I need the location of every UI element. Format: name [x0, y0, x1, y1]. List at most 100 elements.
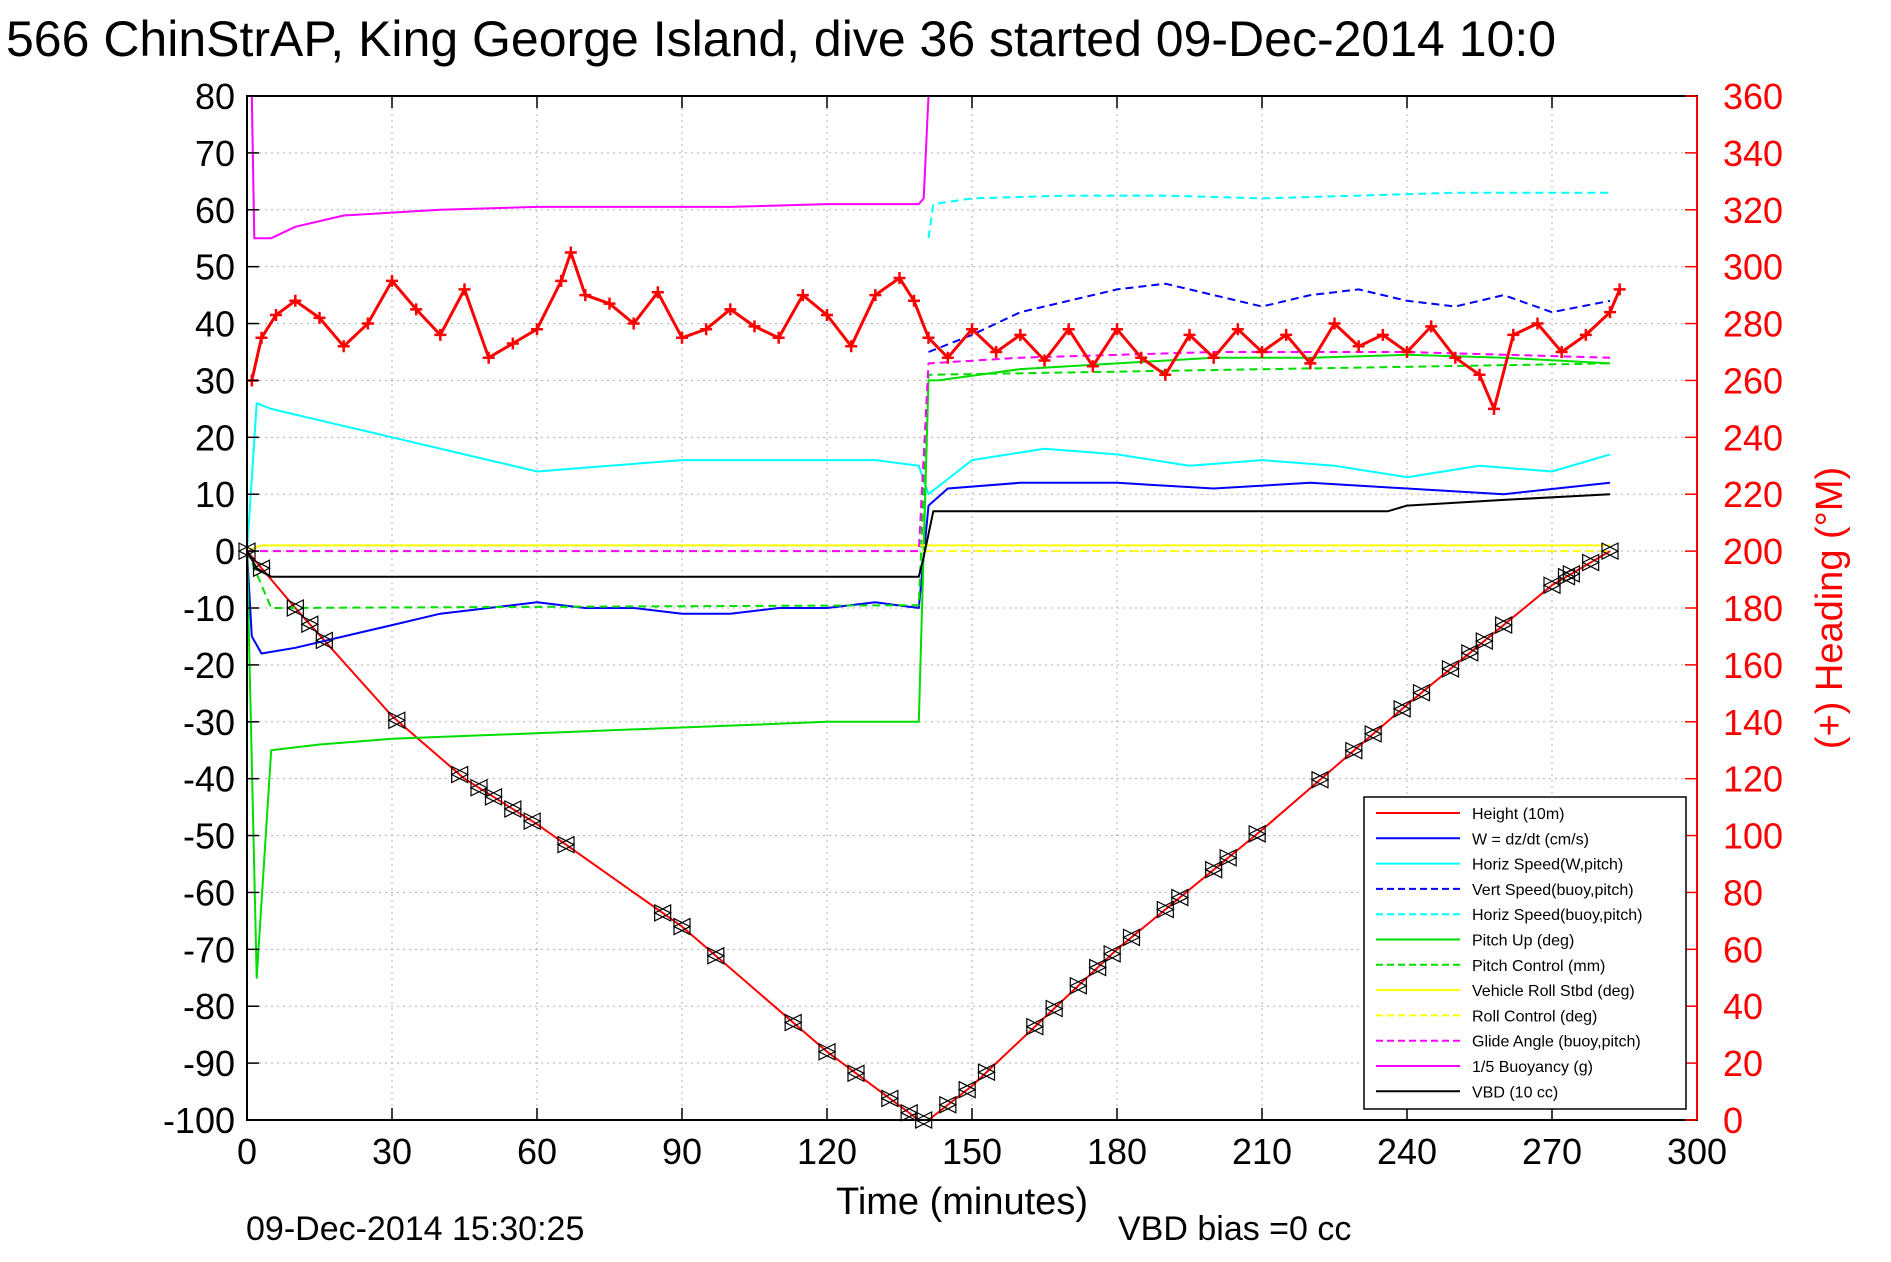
legend-item: Vehicle Roll Stbd (deg): [1376, 983, 1635, 1000]
heading-point: [313, 311, 326, 324]
height-triangle-left: [522, 812, 541, 831]
y-tick-label: 80: [195, 76, 235, 117]
heading-point: [603, 297, 616, 310]
x-tick-label: 180: [1087, 1131, 1147, 1172]
y-tick-label: 10: [195, 474, 235, 515]
height-triangle-left: [817, 1042, 836, 1061]
legend-label: Horiz Speed(buoy,pitch): [1472, 907, 1642, 924]
legend-label: Roll Control (deg): [1472, 1008, 1597, 1025]
heading-point: [1111, 323, 1123, 336]
right-y-tick-label: 20: [1723, 1043, 1763, 1084]
height-triangle-left: [1441, 659, 1460, 678]
series-line-pitch-control-mm: [246, 362, 1611, 609]
legend-item: Horiz Speed(W,pitch): [1376, 857, 1623, 874]
legend-label: Horiz Speed(W,pitch): [1472, 857, 1623, 874]
height-triangle-left: [846, 1064, 865, 1083]
y-tick-label: 50: [195, 247, 235, 288]
y-tick-label: 30: [195, 360, 235, 401]
y-tick-label: -80: [183, 986, 235, 1027]
heading-point: [255, 331, 268, 344]
height-triangle-left: [1170, 888, 1189, 907]
legend-item: Horiz Speed(buoy,pitch): [1376, 907, 1642, 924]
timestamp-annotation: 09-Dec-2014 15:30:25: [246, 1210, 584, 1248]
legend-label: Vehicle Roll Stbd (deg): [1472, 983, 1635, 1000]
series-line-horiz-speed-w-pitch: [246, 402, 1611, 552]
height-triangle-left: [783, 1013, 802, 1032]
y-tick-label: -60: [183, 872, 235, 913]
legend-item: Vert Speed(buoy,pitch): [1376, 882, 1634, 899]
legend: Height (10m) W = dz/dt (cm/s) Horiz Speed(…: [1363, 796, 1687, 1110]
legend-item: Roll Control (deg): [1376, 1008, 1597, 1025]
right-y-axis-label: (+) Heading (°M): [1809, 467, 1851, 749]
left-y-axis-ticks: 80 70 60 50 40 30 20 10 0 -10 -20 -30 -40 -50 -60 -70 -8…: [163, 76, 259, 1141]
heading-point: [555, 274, 568, 287]
x-tick-label: 30: [372, 1131, 412, 1172]
heading-point: [1135, 351, 1148, 364]
x-axis-label: Time (minutes): [836, 1181, 1088, 1223]
height-triangle-left: [285, 599, 304, 617]
series-line-horiz-speed-buoy-pitch: [927, 191, 1610, 239]
heading-point: [772, 331, 785, 344]
height-triangle-left: [484, 787, 503, 806]
legend-label: 1/5 Buoyancy (g): [1472, 1059, 1593, 1076]
right-y-tick-label: 140: [1723, 702, 1783, 743]
heading-point: [1507, 328, 1520, 341]
y-tick-label: -70: [183, 929, 235, 970]
x-tick-label: 300: [1667, 1131, 1727, 1172]
height-triangle-left: [252, 559, 271, 578]
legend-item: VBD (10 cc): [1376, 1084, 1558, 1101]
x-tick-label: 210: [1232, 1131, 1292, 1172]
height-triangle-left: [469, 778, 488, 797]
right-y-tick-label: 360: [1723, 76, 1783, 117]
right-y-tick-label: 80: [1723, 872, 1763, 913]
heading-point: [1401, 346, 1413, 358]
height-triangle-left: [300, 615, 319, 634]
heading-point: [908, 294, 920, 307]
height-triangle-left: [653, 903, 672, 922]
legend-label: Pitch Control (mm): [1472, 958, 1605, 975]
heading-point: [361, 317, 374, 330]
right-y-tick-label: 100: [1723, 816, 1783, 857]
heading-point: [1231, 323, 1244, 336]
heading-point: [579, 289, 592, 302]
legend-label: Vert Speed(buoy,pitch): [1472, 882, 1634, 899]
heading-point: [1159, 368, 1172, 381]
height-triangle-left: [314, 631, 333, 650]
right-y-tick-label: 120: [1723, 759, 1783, 800]
vbd-bias-annotation: VBD bias =0 cc: [1118, 1210, 1351, 1248]
heading-point: [482, 351, 495, 364]
heading-point: [1488, 402, 1500, 415]
heading-point: [1183, 328, 1196, 341]
right-y-axis-ticks: 3603403203002802602402202001801601401201…: [1685, 76, 1783, 1141]
heading-series: [245, 246, 1626, 415]
right-y-tick-label: 320: [1723, 190, 1783, 231]
height-triangle-left: [706, 946, 725, 965]
height-triangle-left: [1494, 616, 1513, 635]
height-triangle-left: [1218, 848, 1237, 867]
heading-point: [1449, 351, 1462, 364]
right-y-tick-label: 200: [1723, 531, 1783, 572]
heading-point: [1531, 317, 1544, 330]
y-tick-label: 20: [195, 417, 235, 458]
heading-point: [627, 317, 640, 330]
heading-point: [564, 246, 577, 259]
heading-point: [434, 328, 447, 341]
series-line-w-dz-dt-cm-s: [246, 481, 1611, 655]
heading-point: [1604, 306, 1616, 319]
right-y-tick-label: 280: [1723, 304, 1783, 345]
height-triangle-left: [1088, 958, 1107, 977]
x-tick-label: 150: [942, 1131, 1002, 1172]
heading-point: [1086, 360, 1099, 373]
legend-item: W = dz/dt (cm/s): [1376, 831, 1589, 848]
height-triangle-left: [503, 800, 522, 818]
series-line-vert-speed-buoy-pitch: [928, 282, 1611, 353]
legend-item: Height (10m): [1376, 806, 1564, 823]
height-triangle-left: [1460, 643, 1479, 662]
right-y-tick-label: 220: [1723, 474, 1783, 515]
y-tick-label: -100: [163, 1100, 235, 1141]
right-y-tick-label: 0: [1723, 1100, 1743, 1141]
y-tick-label: -50: [183, 816, 235, 857]
heading-point: [724, 303, 737, 316]
heading-point: [1352, 340, 1365, 353]
height-triangle-left: [1102, 944, 1121, 963]
